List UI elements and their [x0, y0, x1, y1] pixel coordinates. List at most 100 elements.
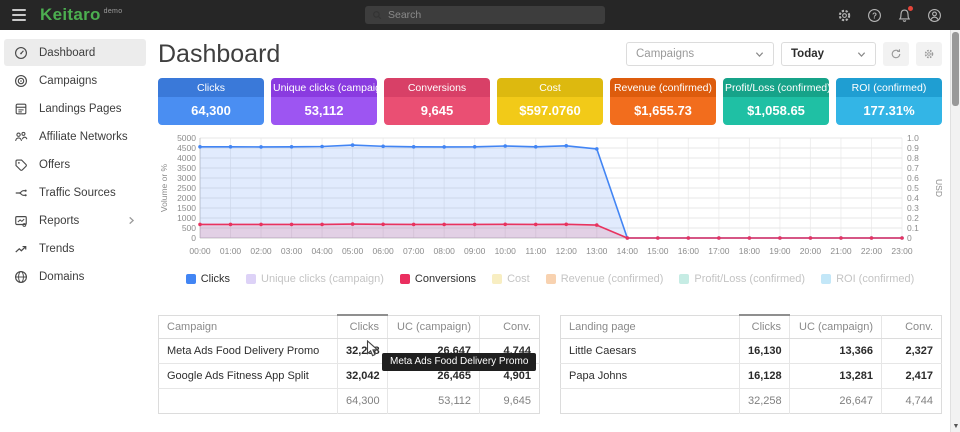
row-value-cell: 32,258	[338, 339, 388, 364]
legend-item-conversions[interactable]: Conversions	[400, 273, 476, 285]
brand-text: Keitaro	[40, 5, 101, 24]
search-icon	[372, 10, 382, 20]
menu-hamburger-icon[interactable]	[4, 0, 34, 30]
refresh-button[interactable]	[883, 42, 909, 66]
column-header-conv[interactable]: Conv.	[882, 315, 942, 339]
svg-text:1000: 1000	[177, 213, 196, 223]
notification-dot	[908, 6, 913, 11]
stat-card-clicks: Clicks64,300	[158, 78, 264, 125]
row-tooltip: Meta Ads Food Delivery Promo	[382, 353, 536, 371]
row-value-cell: 13,366	[790, 339, 882, 364]
traffic-chart: 0500100015002000250030003500400045005000…	[158, 131, 942, 261]
legend-item-unique-clicks-campaign[interactable]: Unique clicks (campaign)	[246, 273, 384, 285]
main-content: Dashboard Campaigns Today Clicks64,300Un…	[150, 30, 950, 432]
totals-cell: 53,112	[388, 389, 480, 414]
legend-label: Conversions	[415, 273, 476, 285]
legend-label: Unique clicks (campaign)	[261, 273, 384, 285]
svg-text:23:00: 23:00	[891, 246, 913, 256]
svg-text:13:00: 13:00	[586, 246, 608, 256]
people-icon	[14, 130, 28, 144]
sidebar-item-label: Affiliate Networks	[39, 131, 136, 143]
header-controls: Campaigns Today	[626, 42, 942, 66]
svg-text:3500: 3500	[177, 163, 196, 173]
column-header-clicks[interactable]: Clicks	[338, 315, 388, 339]
notifications-bell-icon[interactable]	[897, 8, 912, 23]
column-header-conv[interactable]: Conv.	[480, 315, 540, 339]
scrollbar-thumb[interactable]	[952, 32, 959, 106]
legend-item-roi-confirmed[interactable]: ROI (confirmed)	[821, 273, 914, 285]
sidebar-item-traffic-sources[interactable]: Traffic Sources	[4, 179, 146, 206]
svg-text:17:00: 17:00	[708, 246, 730, 256]
svg-text:09:00: 09:00	[464, 246, 486, 256]
help-icon[interactable]: ?	[867, 8, 882, 23]
sidebar-item-label: Dashboard	[39, 47, 136, 59]
sidebar-item-trends[interactable]: Trends	[4, 235, 146, 262]
legend-label: Revenue (confirmed)	[561, 273, 664, 285]
totals-cell	[159, 389, 338, 414]
global-search[interactable]	[365, 6, 605, 24]
date-range-select[interactable]: Today	[781, 42, 876, 66]
svg-text:20:00: 20:00	[800, 246, 822, 256]
globe-icon	[14, 270, 28, 284]
sidebar-item-reports[interactable]: Reports	[4, 207, 146, 234]
stat-card-label: Revenue (confirmed)	[610, 78, 716, 97]
campaigns-filter-select[interactable]: Campaigns	[626, 42, 774, 66]
table-row[interactable]: Little Caesars16,13013,3662,327	[561, 339, 942, 364]
legend-item-revenue-confirmed[interactable]: Revenue (confirmed)	[546, 273, 664, 285]
sidebar-item-landings-pages[interactable]: Landings Pages	[4, 95, 146, 122]
legend-item-cost[interactable]: Cost	[492, 273, 530, 285]
svg-text:5000: 5000	[177, 133, 196, 143]
summary-tables: CampaignClicksUC (campaign)Conv.Meta Ads…	[158, 314, 942, 414]
svg-text:3000: 3000	[177, 173, 196, 183]
settings-icon[interactable]	[837, 8, 852, 23]
table-header-row: Landing pageClicksUC (campaign)Conv.	[561, 315, 942, 339]
campaigns-filter-value: Campaigns	[636, 48, 694, 60]
svg-text:05:00: 05:00	[342, 246, 364, 256]
svg-text:08:00: 08:00	[434, 246, 456, 256]
legend-item-clicks[interactable]: Clicks	[186, 273, 230, 285]
svg-text:1500: 1500	[177, 203, 196, 213]
column-header-landing-page[interactable]: Landing page	[561, 315, 740, 339]
page-scrollbar[interactable]: ▼	[950, 30, 960, 432]
column-header-uc-campaign[interactable]: UC (campaign)	[388, 315, 480, 339]
sidebar-item-offers[interactable]: Offers	[4, 151, 146, 178]
legend-swatch	[679, 274, 689, 284]
row-name-cell: Google Ads Fitness App Split	[159, 364, 338, 389]
sidebar-item-campaigns[interactable]: Campaigns	[4, 67, 146, 94]
legend-label: Cost	[507, 273, 530, 285]
svg-text:03:00: 03:00	[281, 246, 303, 256]
stat-card-label: Profit/Loss (confirmed)	[723, 78, 829, 97]
svg-text:0.9: 0.9	[907, 143, 919, 153]
totals-cell: 26,647	[790, 389, 882, 414]
dashboard-settings-button[interactable]	[916, 42, 942, 66]
brand-logo[interactable]: Keitarodemo	[40, 5, 122, 25]
svg-text:06:00: 06:00	[372, 246, 394, 256]
svg-text:01:00: 01:00	[220, 246, 242, 256]
svg-text:11:00: 11:00	[525, 246, 546, 256]
table-row[interactable]: Papa Johns16,12813,2812,417	[561, 364, 942, 389]
column-header-campaign[interactable]: Campaign	[159, 315, 338, 339]
totals-cell: 64,300	[338, 389, 388, 414]
row-value-cell: 2,327	[882, 339, 942, 364]
row-value-cell: 32,042	[338, 364, 388, 389]
sidebar-item-domains[interactable]: Domains	[4, 263, 146, 290]
column-header-clicks[interactable]: Clicks	[740, 315, 790, 339]
target-icon	[14, 74, 28, 88]
sidebar-item-dashboard[interactable]: Dashboard	[4, 39, 146, 66]
scrollbar-down-arrow[interactable]: ▼	[951, 422, 960, 431]
svg-text:18:00: 18:00	[739, 246, 761, 256]
account-icon[interactable]	[927, 8, 942, 23]
stat-card-value: $1,058.65	[723, 97, 829, 125]
column-header-uc-campaign[interactable]: UC (campaign)	[790, 315, 882, 339]
table-header-row: CampaignClicksUC (campaign)Conv.	[159, 315, 540, 339]
mouse-cursor	[366, 340, 380, 363]
chart-legend: Clicks Unique clicks (campaign) Conversion…	[158, 272, 942, 286]
row-name-cell: Papa Johns	[561, 364, 740, 389]
legend-item-profit-loss-confirmed[interactable]: Profit/Loss (confirmed)	[679, 273, 805, 285]
sidebar-item-affiliate-networks[interactable]: Affiliate Networks	[4, 123, 146, 150]
date-range-value: Today	[791, 48, 824, 60]
legend-label: ROI (confirmed)	[836, 273, 914, 285]
search-input[interactable]	[388, 9, 598, 21]
chevron-right-icon	[127, 216, 136, 225]
legend-label: Clicks	[201, 273, 230, 285]
